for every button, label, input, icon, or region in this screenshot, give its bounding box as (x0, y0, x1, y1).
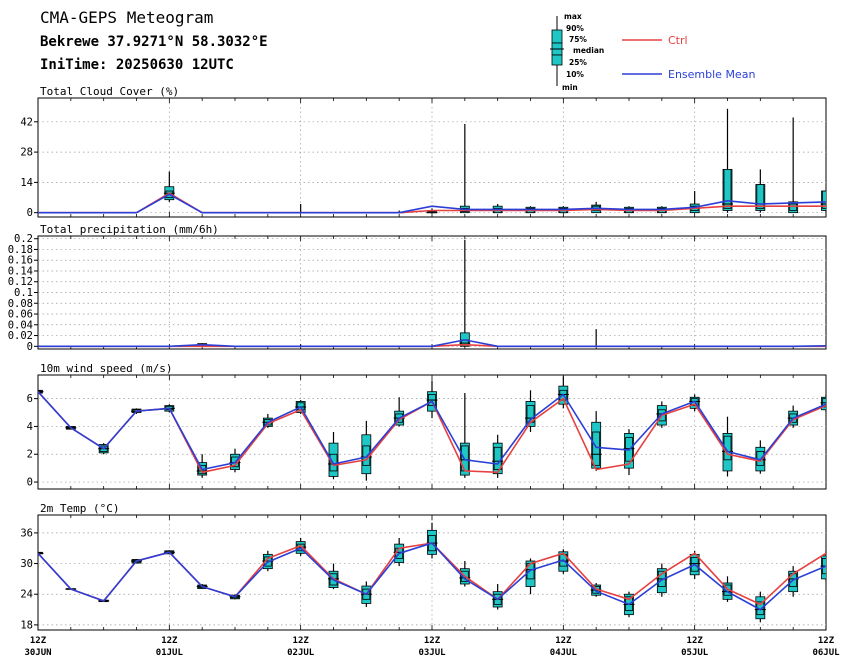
wind-speed-box (328, 432, 339, 480)
cloud-cover-box-p25-p75 (756, 184, 765, 209)
legend-label-min: min (562, 83, 578, 92)
legend-label-median: median (573, 46, 604, 55)
precipitation-ytick-label: 0.08 (8, 298, 33, 310)
wind-speed-box (38, 389, 44, 394)
xtick-time-label: 12Z (424, 636, 441, 646)
precipitation-ytick-label: 0.14 (8, 265, 33, 277)
cloud-cover-box-p25-p75 (822, 190, 826, 209)
xtick-date-label: 05JUL (681, 648, 709, 658)
legend-label-p75: 75% (569, 35, 587, 44)
temperature-panel: 2m Temp (°C) 18 24 30 36 (20, 502, 827, 631)
temperature-ytick-label: 24 (20, 589, 33, 601)
wind-speed-panel: 10m wind speed (m/s) 0 2 4 6 (27, 362, 827, 490)
precipitation-panel: Total precipitation (mm/6h) 00.020.040.06… (8, 223, 827, 353)
precipitation-ytick-label: 0.1 (14, 287, 33, 299)
cloud-cover-mean-line (38, 193, 826, 214)
cloud-cover-ytick-label: 14 (20, 177, 33, 189)
xtick-date-label: 04JUL (550, 648, 578, 658)
init-time-label: IniTime: 20250630 12UTC (40, 57, 234, 73)
xtick-time-label: 12Z (30, 636, 47, 646)
wind-speed-box (492, 434, 504, 478)
precipitation-ytick-label: 0.18 (8, 244, 33, 256)
xtick-time-label: 12Z (161, 636, 178, 646)
temperature-ytick-label: 30 (20, 558, 33, 570)
precipitation-ytick-label: 0.16 (8, 255, 33, 267)
temperature-title: 2m Temp (°C) (40, 502, 119, 515)
precipitation-ytick-label: 0.2 (14, 233, 33, 245)
wind-speed-box (459, 393, 471, 478)
cloud-cover-panel: Total Cloud Cover (%) 0 14 28 42 (20, 85, 827, 219)
precipitation-ytick-label: 0.04 (8, 319, 33, 331)
cloud-cover-box (295, 204, 307, 214)
wind-speed-box-p25-p75 (592, 431, 601, 466)
wind-speed-ytick-label: 4 (27, 421, 33, 433)
cloud-cover-ytick-label: 0 (27, 207, 33, 219)
precipitation-title: Total precipitation (mm/6h) (40, 223, 219, 236)
xtick-time-label: 12Z (293, 636, 310, 646)
precipitation-ytick-label: 0 (27, 341, 33, 353)
x-axis: 12Z 30JUN 12Z 01JUL 12Z 02JUL 12Z 03JUL 12Z 04JUL… (24, 636, 840, 658)
cloud-cover-box (492, 204, 504, 214)
precipitation-ytick-label: 0.12 (8, 276, 33, 288)
wind-speed-ytick-label: 2 (27, 449, 33, 461)
cloud-cover-title: Total Cloud Cover (%) (40, 85, 179, 98)
xtick-time-label: 12Z (818, 636, 835, 646)
precipitation-ytick-label: 0.06 (8, 309, 33, 321)
wind-speed-box (623, 429, 635, 476)
temperature-mean-line (38, 542, 826, 611)
wind-speed-box (820, 394, 826, 413)
xtick-date-label: 06JUL (812, 648, 840, 658)
cloud-cover-ytick-label: 28 (20, 147, 33, 159)
cloud-cover-ytick-label: 42 (20, 116, 33, 128)
cloud-cover-box-p25-p75 (723, 168, 732, 209)
xtick-time-label: 12Z (687, 636, 704, 646)
legend-label-max: max (564, 12, 582, 21)
temperature-box (426, 522, 438, 559)
cloud-cover-box (459, 123, 471, 214)
cloud-cover-box (590, 201, 602, 214)
line-legend: Ctrl Ensemble Mean (622, 34, 755, 81)
legend-ctrl-label: Ctrl (668, 34, 688, 47)
legend-label-p25: 25% (569, 58, 587, 67)
cloud-cover-box-p25-p75 (789, 203, 798, 211)
precipitation-mean-line (38, 339, 826, 348)
temperature-ytick-label: 36 (20, 527, 33, 539)
wind-speed-box (360, 420, 372, 481)
cloud-cover-box (689, 191, 701, 214)
xtick-date-label: 30JUN (24, 648, 51, 658)
legend-mean-label: Ensemble Mean (668, 68, 755, 81)
location-label: Bekrewe 37.9271°N 58.3032°E (40, 34, 268, 50)
legend-lower-box (551, 54, 563, 66)
cloud-cover-box (722, 108, 733, 213)
temperature-box (38, 551, 44, 555)
wind-speed-box-p25-p75 (493, 446, 502, 470)
cloud-cover-ctrl-line (38, 192, 826, 214)
legend-label-p90: 90% (566, 24, 584, 33)
cloud-cover-box (820, 190, 826, 213)
temperature-ytick-label: 18 (20, 619, 33, 631)
precipitation-box (459, 239, 471, 347)
xtick-date-label: 01JUL (156, 648, 184, 658)
wind-speed-box (426, 380, 438, 419)
wind-speed-box (557, 376, 569, 409)
chart-title: CMA-GEPS Meteogram (40, 8, 213, 27)
precipitation-ytick-label: 0.02 (8, 330, 33, 342)
xtick-time-label: 12Z (555, 636, 572, 646)
cloud-cover-box (787, 117, 799, 214)
xtick-date-label: 03JUL (418, 648, 446, 658)
legend-label-p10: 10% (566, 70, 584, 79)
box-legend: max 90% 75% median 25% 10% min (550, 12, 604, 92)
wind-speed-mean-line (38, 391, 826, 471)
wind-speed-box (590, 411, 602, 471)
xtick-date-label: 02JUL (287, 648, 315, 658)
precipitation-box (590, 329, 602, 347)
legend-outer-box (551, 29, 563, 44)
wind-speed-ytick-label: 6 (27, 393, 33, 405)
wind-speed-title: 10m wind speed (m/s) (40, 362, 172, 375)
wind-speed-ytick-label: 0 (27, 477, 33, 489)
